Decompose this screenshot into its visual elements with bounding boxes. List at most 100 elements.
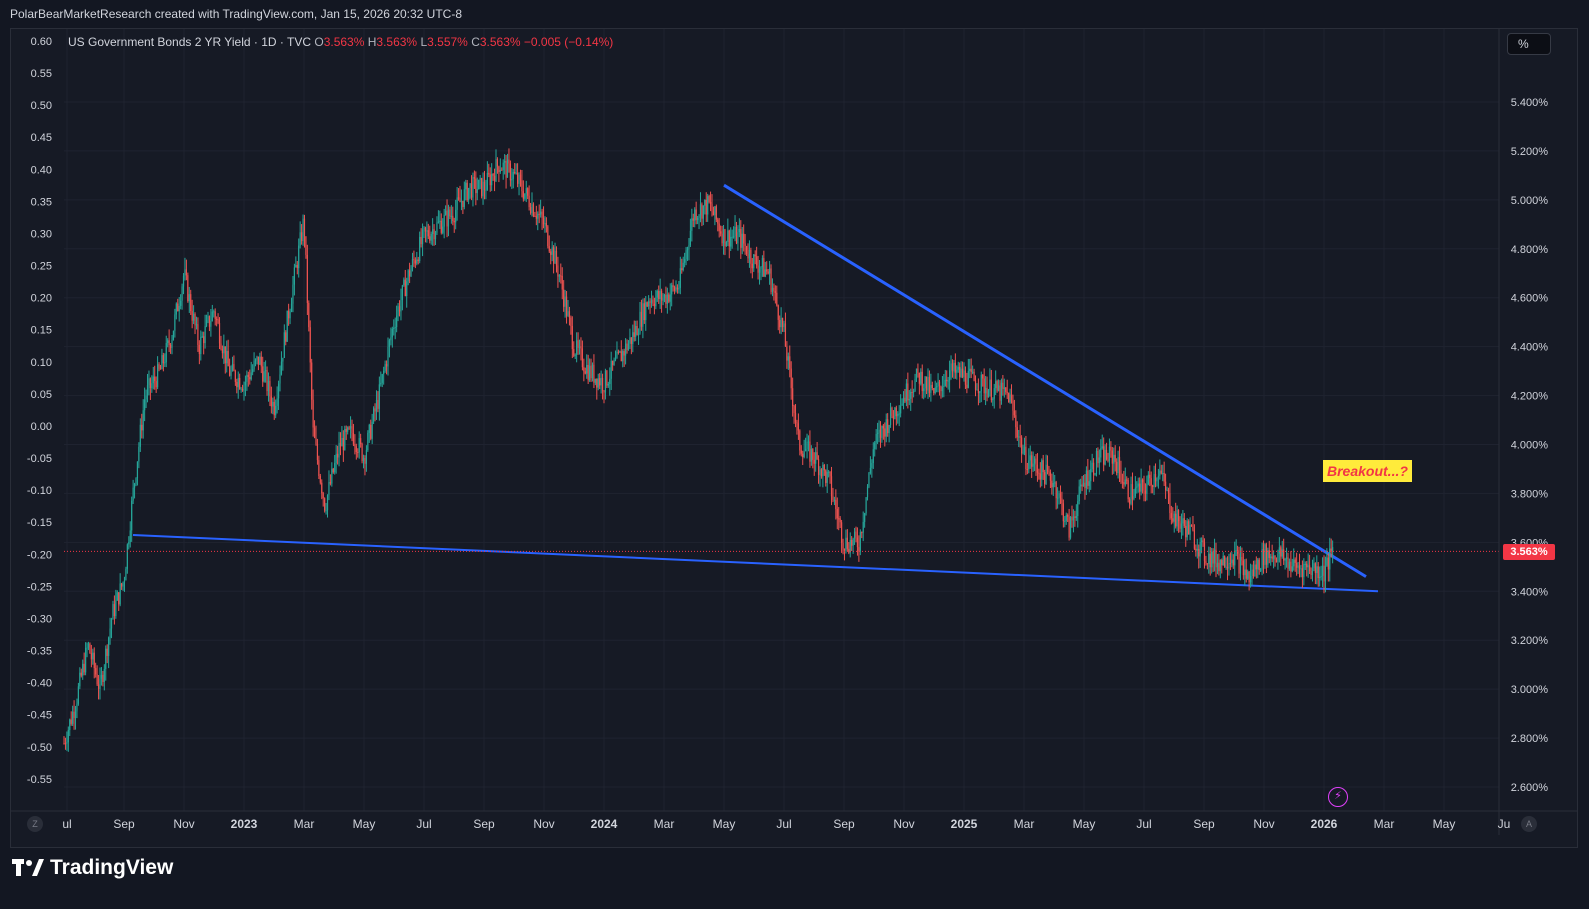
candle-body [210, 320, 212, 327]
candle-body [132, 487, 134, 501]
candle-body [681, 268, 683, 271]
candle-body [1033, 458, 1036, 464]
candle-body [151, 383, 153, 389]
candle-body [1021, 437, 1023, 454]
candle-body [1170, 513, 1172, 519]
candle-body [439, 220, 441, 222]
candle-body [519, 174, 522, 181]
candle-body [373, 408, 375, 422]
chart-pane[interactable] [11, 29, 1577, 847]
candle-body [662, 297, 664, 301]
candle-body [858, 547, 860, 552]
time-axis-label: Ju [1498, 817, 1511, 831]
time-axis-label: Jul [1136, 817, 1151, 831]
percent-scale-button[interactable]: % [1507, 33, 1551, 55]
candle-body [551, 247, 553, 255]
chart-canvas[interactable]: 0.60 0.55 0.50 0.45 0.40 0.35 0.30 0.25 0.20 0.15… [11, 29, 1577, 847]
candle-body [1012, 400, 1014, 411]
candle-body [629, 337, 631, 344]
candle-body [1062, 503, 1064, 522]
candle-body [1195, 548, 1197, 551]
candle-body [832, 496, 834, 500]
candle-body [650, 299, 653, 303]
candle-body [565, 296, 568, 316]
candle-body [682, 262, 684, 271]
symbol-legend[interactable]: US Government Bonds 2 YR Yield · 1D · TV… [68, 35, 613, 49]
candle-body [509, 163, 511, 181]
candle-body [1124, 479, 1126, 485]
z-scale-button[interactable]: Z [27, 816, 43, 832]
candle-body [469, 183, 471, 188]
candle-body [374, 408, 376, 412]
candle-body [409, 270, 411, 277]
a-scale-button[interactable]: A [1521, 816, 1537, 832]
time-axis-label: Nov [1253, 817, 1274, 831]
candle-body [243, 385, 245, 391]
candle-body [162, 355, 164, 364]
candle-body [504, 160, 506, 163]
candle-body [702, 205, 704, 219]
candle-body [492, 174, 494, 176]
candle-body [116, 592, 118, 601]
candle-body [378, 384, 380, 409]
candles [63, 148, 1334, 752]
tradingview-logo[interactable]: TradingView [12, 855, 173, 881]
candle-body [630, 337, 632, 344]
candle-body [433, 229, 435, 240]
candle-body [141, 424, 143, 431]
candle-body [1234, 550, 1236, 566]
candle-body [849, 539, 851, 553]
candle-body [1049, 472, 1051, 481]
candle-body [1238, 553, 1240, 574]
candle-body [745, 245, 748, 254]
footer-bar [0, 849, 1589, 909]
candle-body [885, 419, 887, 437]
candle-body [1268, 550, 1270, 558]
right-axis-label: 2.600% [1511, 782, 1549, 794]
candle-body [714, 206, 716, 216]
candle-body [570, 317, 572, 326]
candle-body [800, 450, 802, 454]
candle-body [217, 319, 219, 324]
candle-body [1072, 516, 1075, 521]
candle-body [1154, 474, 1157, 482]
candle-body [812, 448, 814, 460]
candle-body [517, 172, 519, 184]
right-axis-label: 4.000% [1511, 440, 1549, 452]
candle-body [797, 423, 799, 431]
candle-body [678, 287, 680, 290]
candle-body [387, 346, 389, 367]
candle-body [1254, 564, 1256, 577]
candle-body [110, 619, 113, 629]
candle-body [344, 428, 346, 450]
time-axis-label: Jul [776, 817, 791, 831]
candle-body [846, 537, 848, 549]
candle-body [67, 729, 69, 743]
candle-body [1114, 454, 1116, 462]
candle-body [187, 275, 189, 302]
candle-body [754, 254, 756, 257]
candle-body [748, 249, 751, 259]
candle-body [390, 337, 392, 341]
candle-body [324, 498, 326, 511]
candle-body [1316, 566, 1318, 574]
candle-body [757, 265, 759, 273]
candle-body [851, 539, 853, 546]
candle-body [949, 370, 951, 381]
candle-body [473, 177, 475, 179]
candle-body [1023, 446, 1026, 453]
candle-body [528, 195, 530, 208]
candle-body [420, 236, 422, 245]
breakout-annotation[interactable]: Breakout...? [1323, 460, 1412, 482]
candle-body [483, 181, 486, 191]
candle-body [1078, 486, 1080, 502]
lightning-icon[interactable]: ⚡ [1328, 787, 1348, 807]
candle-body [848, 548, 850, 553]
candle-body [349, 426, 352, 429]
candle-body [933, 388, 935, 394]
candle-body [673, 287, 676, 291]
candle-body [361, 444, 363, 462]
candle-body [1199, 542, 1201, 557]
candle-body [227, 350, 229, 367]
time-axis-label: Jul [416, 817, 431, 831]
